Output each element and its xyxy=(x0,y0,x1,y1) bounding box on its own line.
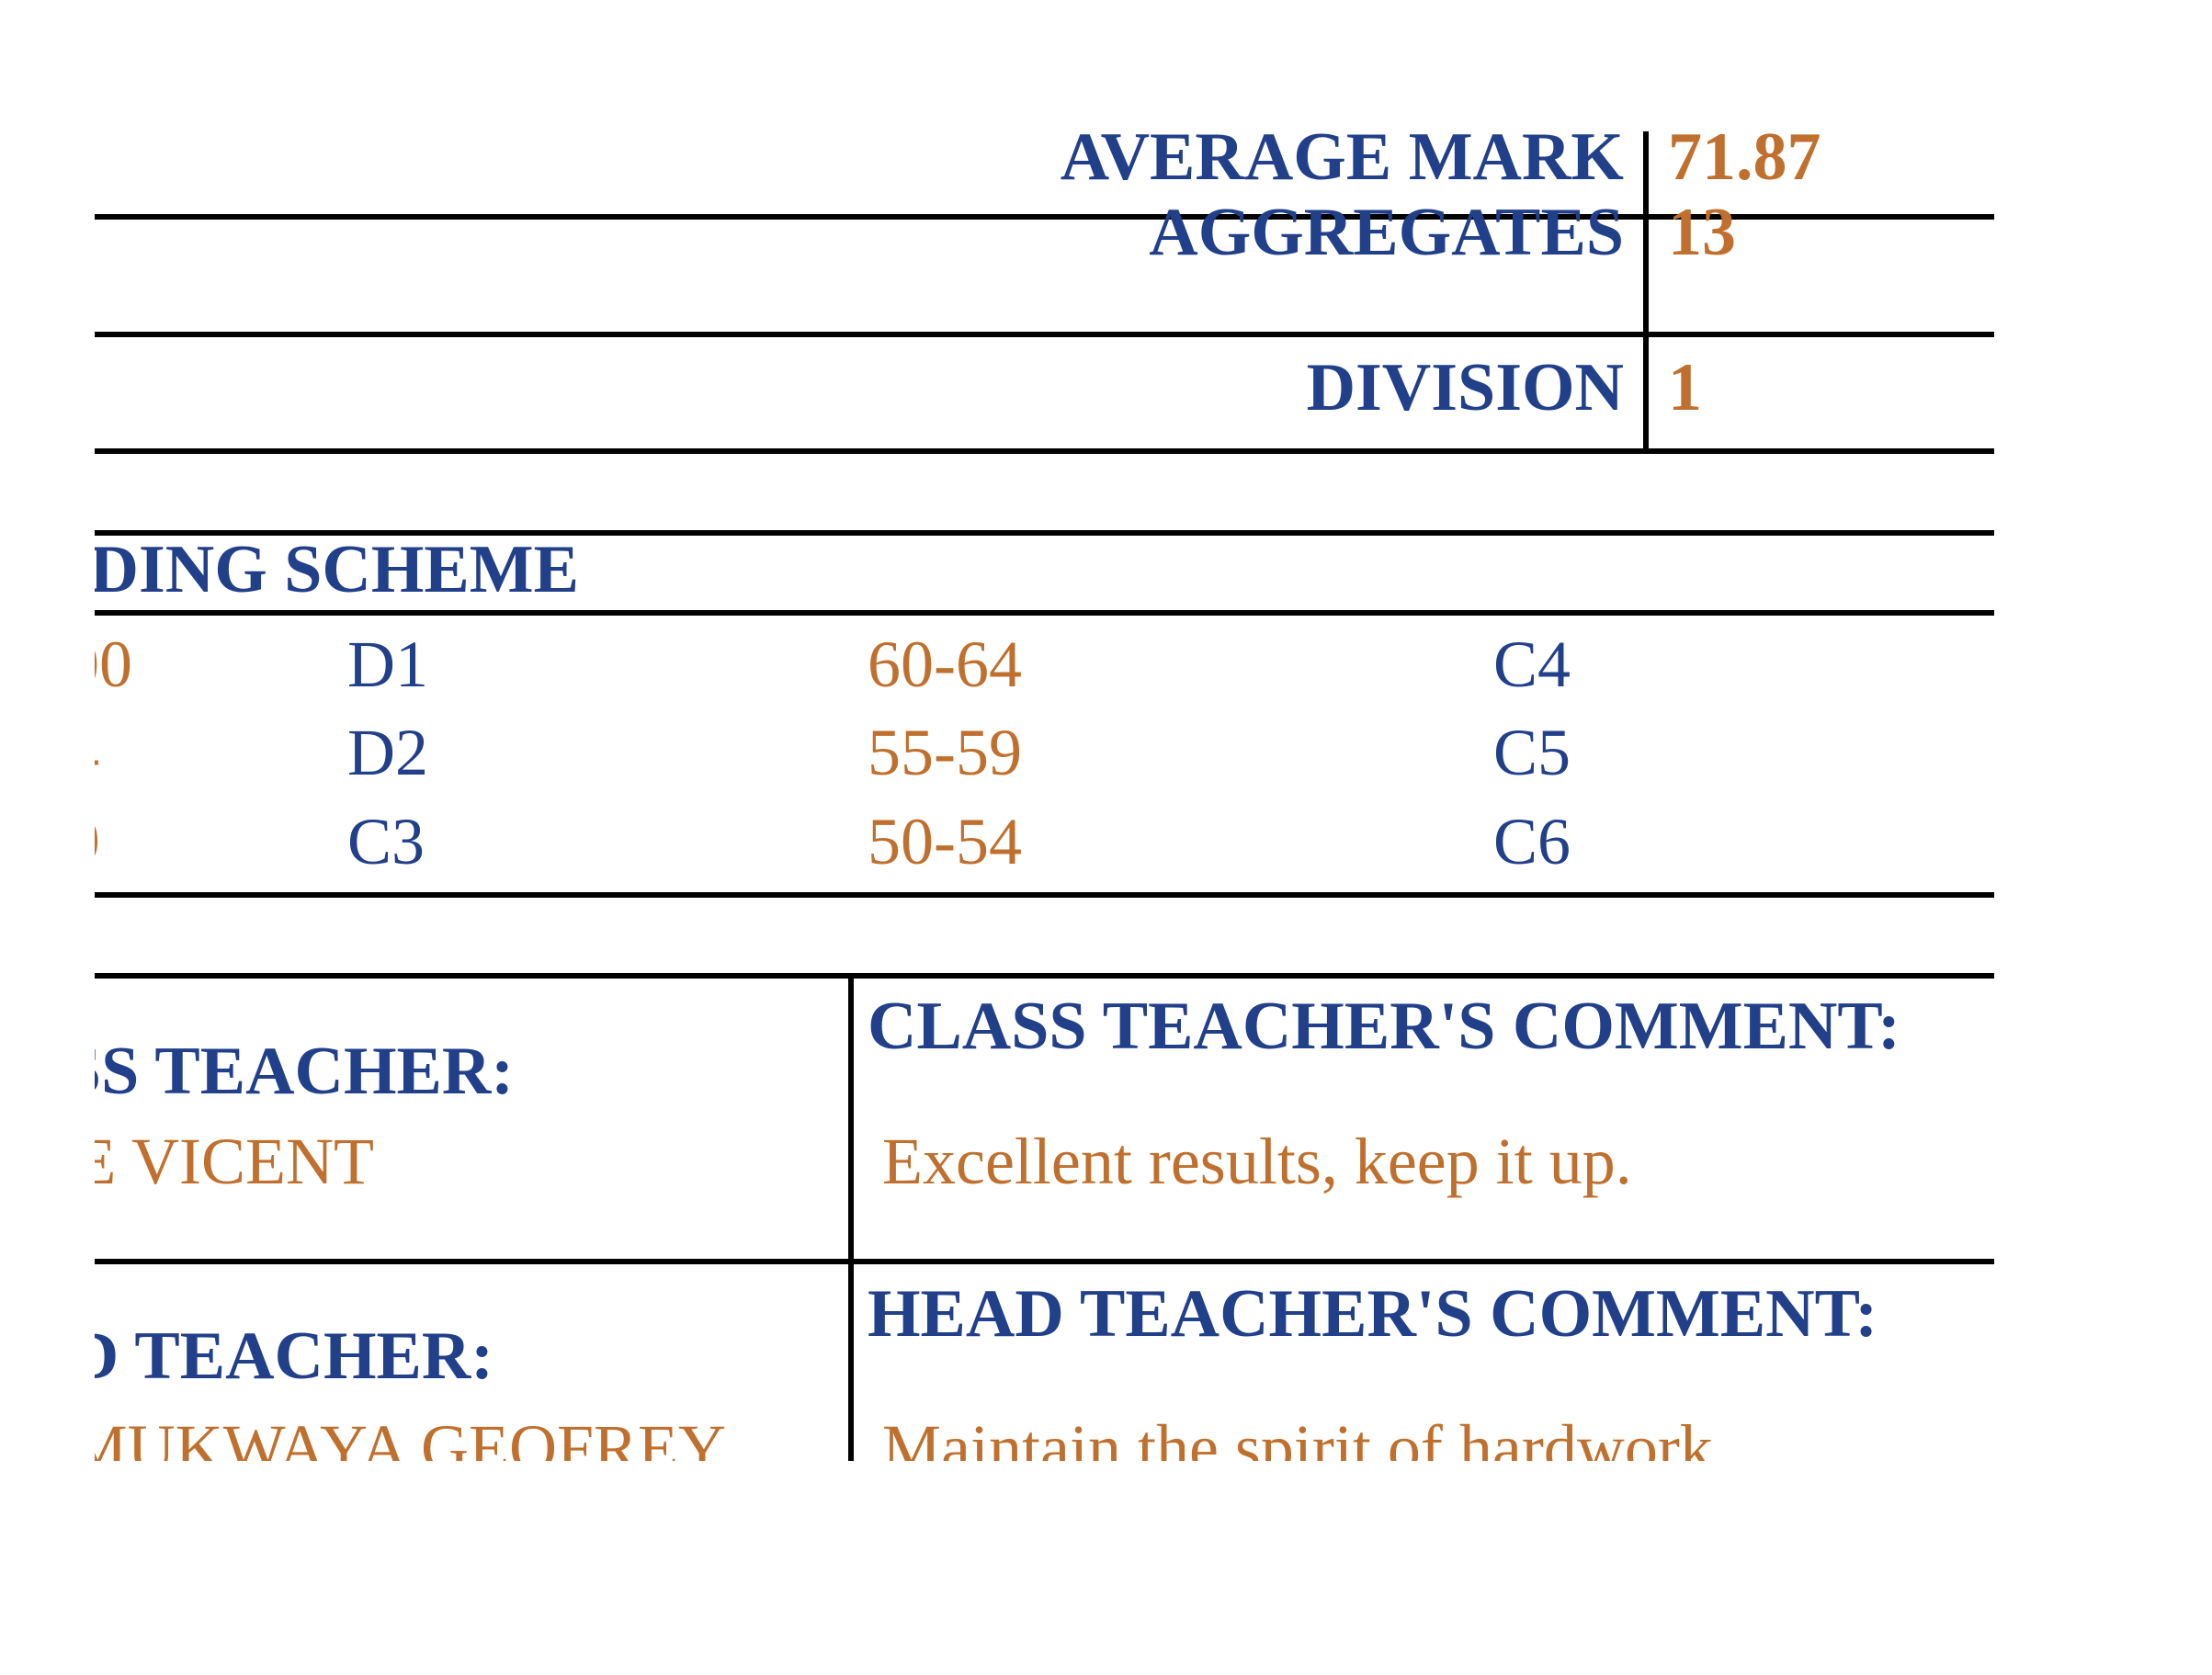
head-teacher-comment: Maintain the spirit of hardwork xyxy=(882,1411,1713,1461)
grade: C6 xyxy=(1493,805,1571,878)
aggregates-label: AGGREGATES xyxy=(1149,195,1624,270)
divider xyxy=(95,530,1994,536)
grade-range: 60-64 xyxy=(868,628,1022,701)
class-teacher-comment-label: CLASS TEACHER'S COMMENT: xyxy=(868,989,1900,1064)
division-value: 1 xyxy=(1668,350,1702,425)
division-label: DIVISION xyxy=(1306,350,1624,425)
head-teacher-label: HEAD TEACHER: xyxy=(95,1318,493,1394)
average-mark-label: AVERAGE MARK xyxy=(1060,119,1624,195)
grading-scheme-title: GRADING SCHEME xyxy=(95,532,579,607)
divider xyxy=(95,973,1994,979)
grade-range: 75-100 xyxy=(95,628,132,701)
grade-range: 65-69 xyxy=(95,809,100,875)
divider xyxy=(95,610,1994,616)
average-mark-value: 71.87 xyxy=(1668,119,1821,195)
divider xyxy=(95,1259,1994,1264)
grade: D2 xyxy=(347,716,428,789)
divider xyxy=(95,892,1994,898)
divider xyxy=(95,448,1994,454)
class-teacher-comment: Excellent results, keep it up. xyxy=(882,1125,1632,1198)
teacher-column-divider xyxy=(848,976,854,1461)
grade: C5 xyxy=(1493,716,1571,789)
grade: D1 xyxy=(347,628,428,701)
head-teacher-name: MUKWAYA GEOFREY xyxy=(95,1411,726,1461)
class-teacher-label: CLASS TEACHER: xyxy=(95,1034,514,1109)
aggregates-value: 13 xyxy=(1668,195,1736,270)
report-card-content: AVERAGE MARK 71.87 AGGREGATES 13 DIVISIO… xyxy=(95,0,1994,1461)
class-teacher-name: E VICENT xyxy=(95,1125,374,1198)
grade: C4 xyxy=(1493,628,1571,701)
summary-column-divider xyxy=(1643,131,1649,451)
head-teacher-comment-label: HEAD TEACHER'S COMMENT: xyxy=(868,1276,1878,1352)
grade: C3 xyxy=(347,805,425,878)
grade-range: 50-54 xyxy=(868,805,1022,878)
divider xyxy=(95,332,1994,337)
grade-range: 55-59 xyxy=(868,716,1022,789)
grade-range: 70-74 xyxy=(95,719,99,786)
divider xyxy=(95,214,1994,220)
